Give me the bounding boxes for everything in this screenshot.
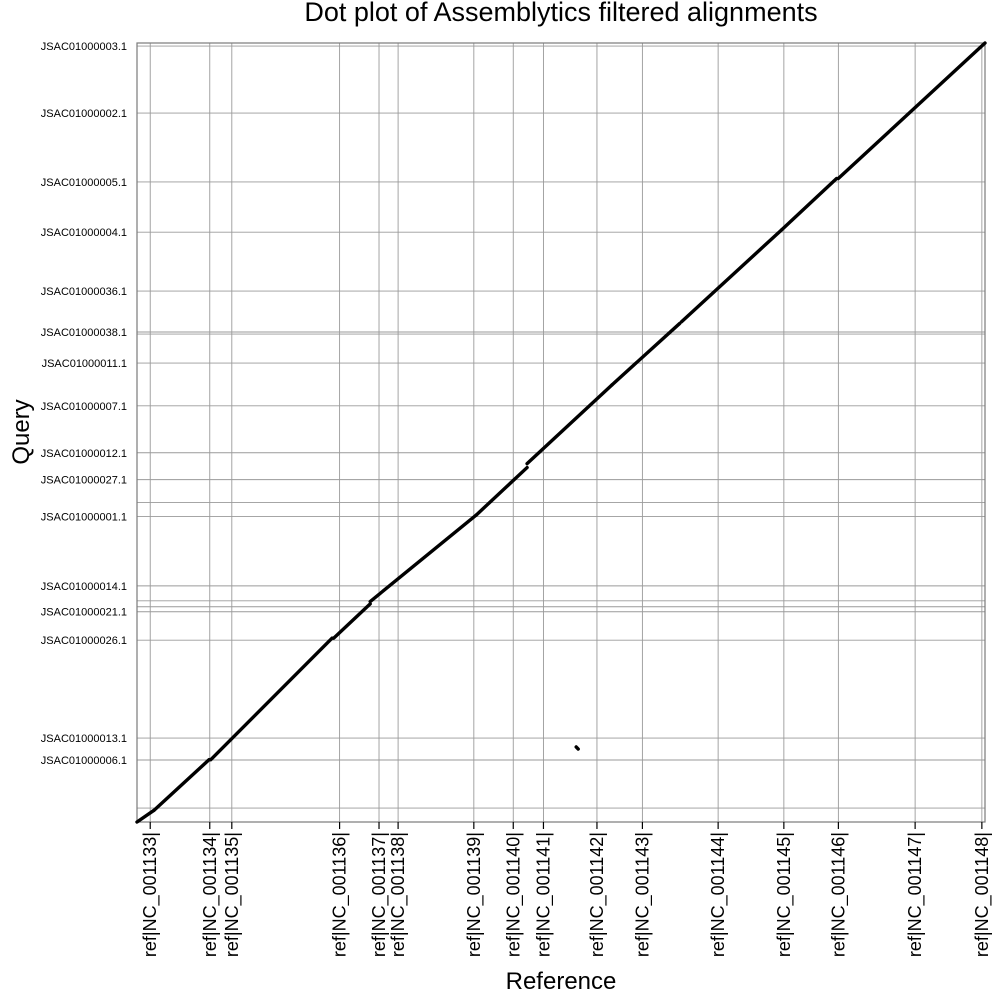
chart-title: Dot plot of Assemblytics filtered alignm…: [304, 0, 817, 27]
y-tick-label: JSAC01000005.1: [41, 177, 127, 189]
plot-frame: [136, 42, 986, 823]
y-tick-label: JSAC01000036.1: [41, 286, 127, 298]
x-tick-label: ref|NC_001133|: [140, 832, 161, 957]
alignment-segment: [209, 636, 334, 762]
x-tick-label: ref|NC_001135|: [222, 832, 243, 957]
x-tick-label: ref|NC_001137|: [369, 832, 390, 957]
x-tick-label: ref|NC_001134|: [200, 832, 221, 957]
y-axis-title: Query: [8, 399, 35, 464]
y-tick-label: JSAC01000001.1: [41, 512, 127, 524]
y-tick-label: JSAC01000014.1: [41, 581, 127, 593]
alignment-segment: [525, 383, 614, 466]
y-tick-label: JSAC01000003.1: [41, 41, 127, 53]
alignment-segment: [779, 176, 839, 232]
x-tick-label: ref|NC_001140|: [503, 832, 524, 957]
y-axis-ticks: JSAC01000003.1 JSAC01000002.1 JSAC01000005…: [41, 41, 127, 767]
x-tick-label: ref|NC_001144|: [708, 832, 729, 957]
y-tick-label: JSAC01000002.1: [41, 108, 127, 120]
alignment-segment: [368, 513, 478, 604]
x-tick-label: ref|NC_001147|: [905, 832, 926, 957]
x-tick-label: ref|NC_001148|: [972, 832, 993, 957]
x-axis-title: Reference: [506, 968, 617, 995]
alignment-segment: [135, 808, 156, 824]
y-tick-label: JSAC01000021.1: [41, 607, 127, 619]
y-tick-label: JSAC01000027.1: [41, 475, 127, 487]
alignment-segment: [474, 465, 529, 517]
alignment-segment: [836, 41, 987, 181]
y-tick-label: JSAC01000038.1: [41, 327, 127, 339]
alignment-segment: [574, 745, 580, 751]
alignment-segment: [332, 602, 372, 640]
y-tick-label: JSAC01000006.1: [41, 755, 127, 767]
y-tick-label: JSAC01000013.1: [41, 733, 127, 745]
y-tick-label: JSAC01000026.1: [41, 635, 127, 647]
x-tick-label: ref|NC_001145|: [774, 832, 795, 957]
gridlines: [137, 43, 985, 822]
x-tick-label: ref|NC_001136|: [330, 832, 351, 957]
x-tick-label: ref|NC_001143|: [632, 832, 653, 957]
y-tick-label: JSAC01000011.1: [42, 358, 127, 370]
x-axis-ticks: ref|NC_001133| ref|NC_001134| ref|NC_00113…: [140, 822, 993, 957]
y-tick-label: JSAC01000012.1: [41, 448, 127, 460]
y-tick-label: JSAC01000004.1: [41, 227, 127, 239]
x-tick-label: ref|NC_001139|: [464, 832, 485, 957]
alignment-segment: [679, 228, 784, 324]
x-tick-label: ref|NC_001138|: [388, 832, 409, 957]
x-tick-label: ref|NC_001142|: [587, 832, 608, 957]
alignment-segments: [135, 41, 987, 824]
alignment-segment: [152, 757, 211, 813]
y-tick-label: JSAC01000007.1: [41, 401, 127, 413]
alignment-segment: [610, 321, 682, 387]
x-tick-label: ref|NC_001146|: [828, 832, 849, 957]
x-tick-label: ref|NC_001141|: [533, 832, 554, 957]
